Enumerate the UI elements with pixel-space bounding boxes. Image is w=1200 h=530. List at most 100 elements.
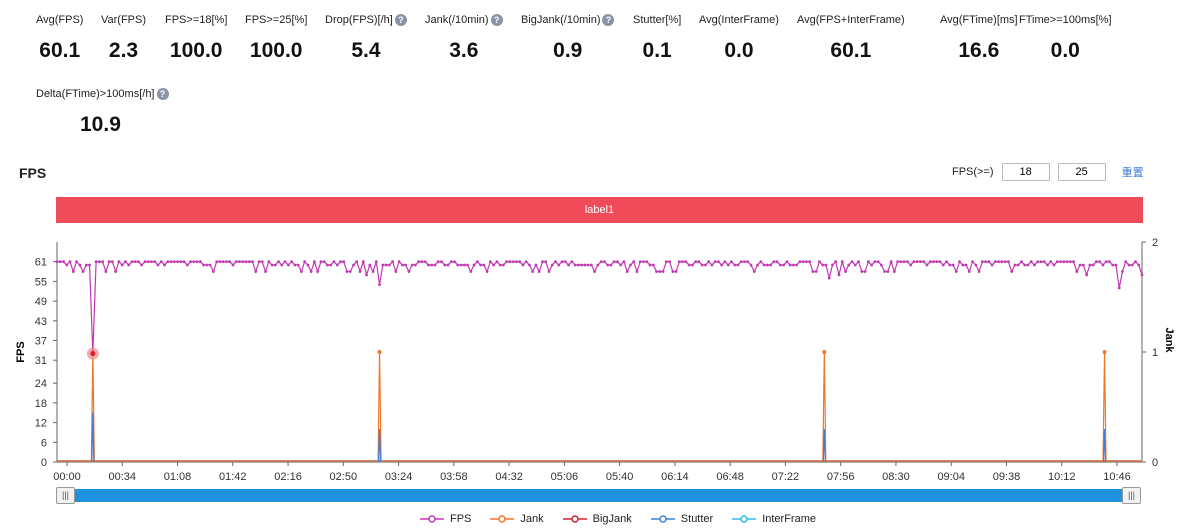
fps-point: [811, 270, 815, 273]
fps-point: [873, 260, 877, 264]
fps-point: [286, 263, 290, 267]
fps-point: [290, 260, 293, 264]
metric-value: 3.6: [449, 39, 479, 62]
fps-point: [954, 270, 958, 273]
stutter-spike: [377, 428, 382, 463]
fps-point: [146, 260, 150, 264]
fps-point: [55, 260, 59, 264]
fps-point: [127, 263, 131, 267]
fps-point: [977, 270, 981, 273]
help-icon[interactable]: ?: [394, 14, 407, 26]
fps-point: [332, 260, 336, 264]
fps-point: [563, 260, 567, 264]
fps-point: [961, 263, 965, 267]
y-tick-label: 0: [41, 457, 47, 469]
legend-item-interframe[interactable]: InterFrame: [732, 513, 816, 525]
fps-point: [84, 263, 88, 267]
fps-point: [622, 260, 626, 264]
fps-point: [850, 260, 854, 264]
legend-item-stutter[interactable]: Stutter: [650, 513, 713, 525]
fps-point: [537, 270, 541, 273]
fps-threshold-label: FPS(>=): [952, 166, 994, 178]
x-tick-label: 05:06: [551, 471, 579, 483]
fps-point: [713, 260, 717, 264]
legend-item-fps[interactable]: FPS: [420, 513, 471, 525]
fps-point: [876, 260, 880, 264]
fps-point: [498, 263, 502, 267]
fps-point: [75, 260, 78, 264]
fps-point: [886, 270, 890, 273]
fps-threshold-input-2[interactable]: [1057, 163, 1106, 181]
fps-point: [303, 260, 307, 264]
fps-point: [785, 260, 789, 264]
x-tick-label: 09:04: [937, 471, 965, 483]
legend-item-bigjank[interactable]: BigJank: [562, 513, 632, 525]
fps-point: [231, 263, 235, 267]
fps-point: [531, 270, 535, 273]
fps-point: [788, 263, 792, 267]
fps-point: [932, 260, 935, 264]
fps-point: [567, 263, 570, 267]
fps-point: [420, 260, 424, 264]
help-icon[interactable]: ?: [156, 88, 169, 100]
fps-point: [697, 260, 701, 264]
fps-point: [62, 260, 65, 264]
x-tick-label: 04:32: [495, 471, 523, 483]
fps-point: [283, 260, 287, 264]
fps-point: [772, 260, 776, 264]
fps-point: [515, 260, 518, 264]
fps-point: [795, 263, 799, 267]
fps-point: [541, 260, 544, 264]
metric-11: FTime>=100ms[%] 0.0: [1019, 14, 1112, 63]
fps-point: [928, 260, 932, 264]
fps-point: [482, 263, 486, 267]
fps-point: [342, 260, 346, 264]
fps-point: [1010, 270, 1014, 273]
legend-item-jank[interactable]: Jank: [490, 513, 544, 525]
fps-point: [655, 270, 658, 273]
y-tick-label: 24: [35, 378, 47, 390]
fps-threshold-input-1[interactable]: [1001, 163, 1050, 181]
fps-point: [104, 270, 108, 273]
metric-value: 0.1: [642, 39, 672, 62]
fps-point: [599, 260, 603, 264]
fps-point: [642, 260, 645, 264]
fps-point: [892, 270, 896, 273]
fps-point: [101, 260, 105, 264]
label-bar[interactable]: label1: [56, 197, 1143, 223]
reset-link[interactable]: 重置: [1121, 167, 1144, 179]
fps-point: [1062, 260, 1066, 264]
metric-value: 0.0: [1050, 39, 1080, 62]
fps-threshold-controls: FPS(>=) 重置: [952, 163, 1144, 181]
fps-point: [361, 260, 365, 264]
fps-point: [583, 263, 587, 267]
fps-point: [185, 263, 189, 267]
fps-point: [726, 263, 730, 267]
fps-point: [384, 263, 388, 267]
x-tick-label: 07:56: [827, 471, 855, 483]
stutter-spike: [822, 428, 826, 463]
fps-point: [329, 263, 333, 267]
fps-point: [1104, 260, 1108, 264]
scroll-handle-left[interactable]: |||: [56, 487, 75, 504]
fps-point: [528, 263, 531, 267]
fps-point: [365, 273, 368, 277]
help-icon[interactable]: ?: [602, 14, 615, 26]
help-icon[interactable]: ?: [490, 14, 503, 26]
fps-point: [479, 263, 482, 267]
fps-point: [293, 263, 297, 267]
fps-point: [837, 273, 841, 277]
fps-point: [971, 260, 974, 264]
fps-point: [511, 260, 515, 264]
time-range-scrollbar[interactable]: ||| |||: [56, 487, 1141, 504]
fps-point: [400, 263, 404, 267]
fps-point: [993, 260, 997, 264]
fps-point: [720, 263, 724, 267]
scroll-handle-right[interactable]: |||: [1122, 487, 1141, 504]
metric-value: 100.0: [169, 39, 223, 62]
metric-label: Jank(/10min): [425, 14, 489, 26]
fps-point: [769, 263, 772, 267]
fps-point: [1065, 260, 1069, 264]
fps-point: [58, 260, 62, 264]
chart-title: FPS: [19, 165, 47, 181]
